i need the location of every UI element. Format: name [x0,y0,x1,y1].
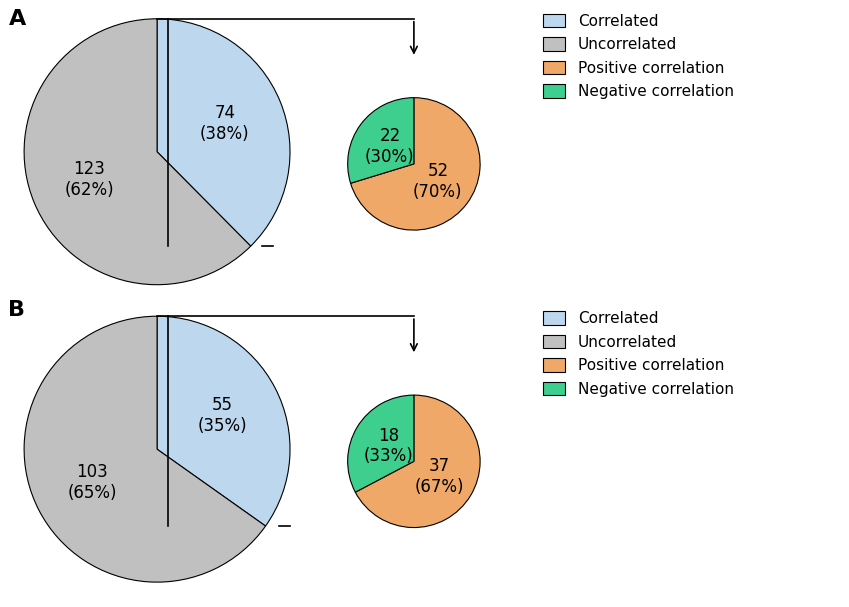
Wedge shape [157,316,290,526]
Text: 74
(38%): 74 (38%) [200,104,250,143]
Wedge shape [157,19,290,246]
Wedge shape [24,19,250,285]
Text: 55
(35%): 55 (35%) [197,396,247,435]
Text: 18
(33%): 18 (33%) [363,427,413,466]
Wedge shape [24,316,266,582]
Text: 103
(65%): 103 (65%) [67,463,117,502]
Wedge shape [348,98,414,183]
Text: 22
(30%): 22 (30%) [365,127,415,166]
Text: B: B [8,300,25,320]
Text: 52
(70%): 52 (70%) [413,162,463,201]
Legend: Correlated, Uncorrelated, Positive correlation, Negative correlation: Correlated, Uncorrelated, Positive corre… [543,311,734,396]
Wedge shape [356,395,480,527]
Wedge shape [348,395,414,492]
Text: 37
(67%): 37 (67%) [414,457,464,496]
Wedge shape [351,98,480,230]
Text: 123
(62%): 123 (62%) [65,160,115,199]
Text: A: A [8,9,25,29]
Legend: Correlated, Uncorrelated, Positive correlation, Negative correlation: Correlated, Uncorrelated, Positive corre… [543,14,734,99]
